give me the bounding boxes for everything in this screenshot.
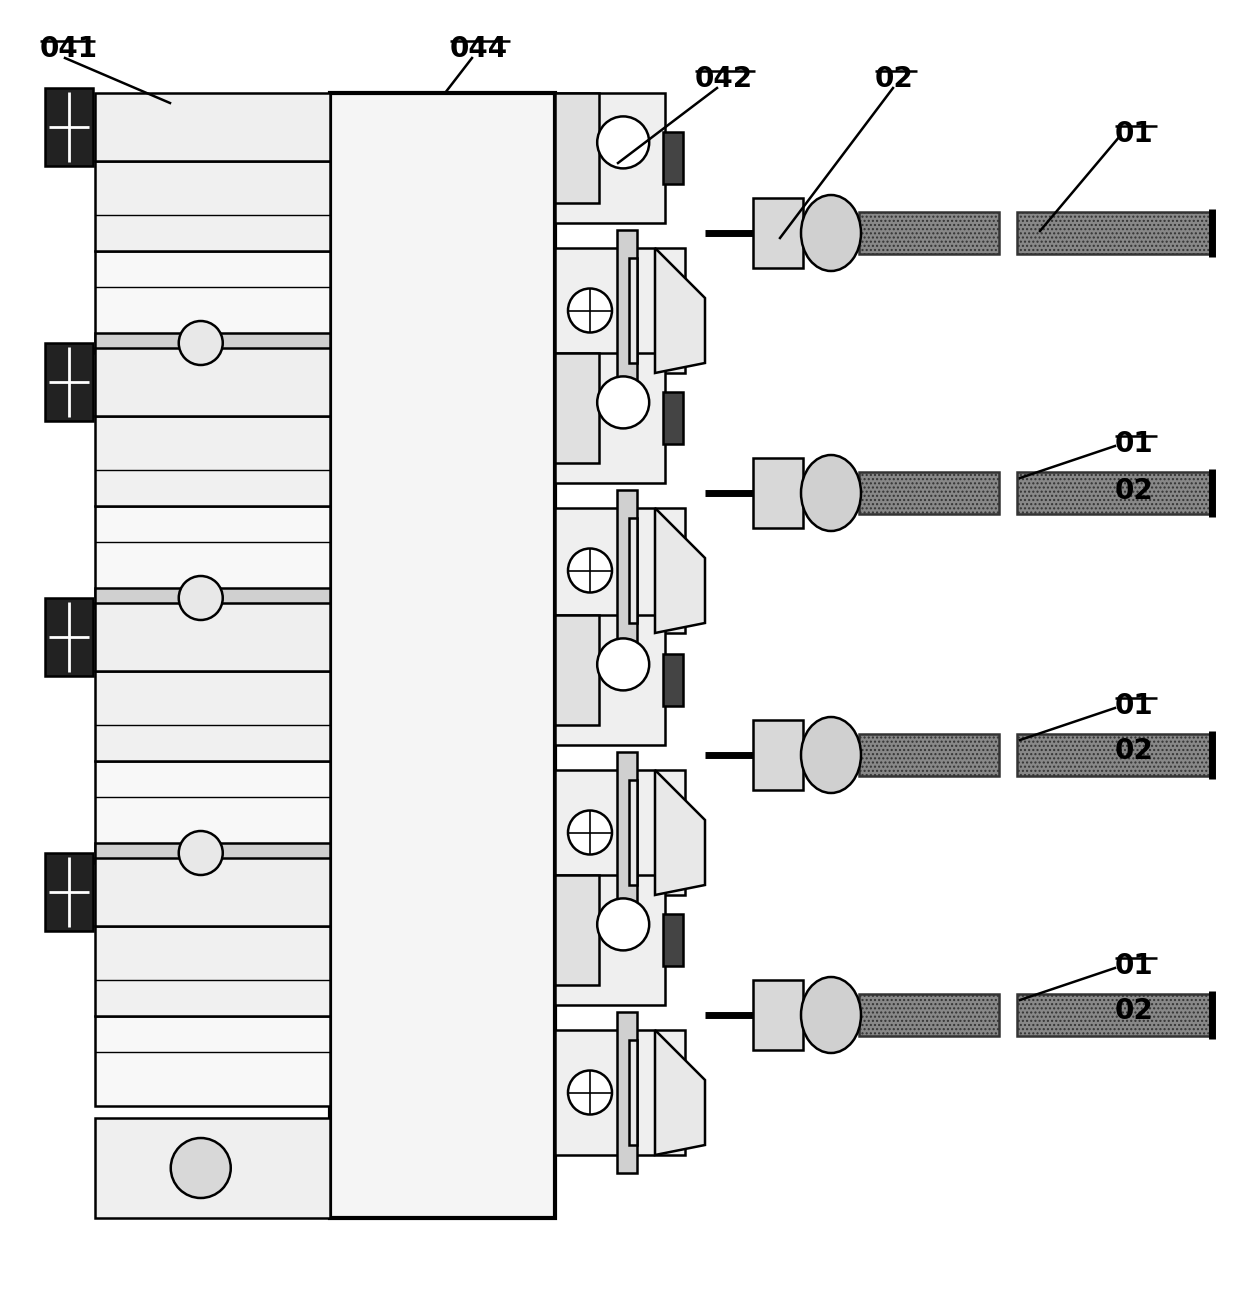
Bar (95, 926, 330, 1016)
Bar (629, 257, 637, 362)
Bar (663, 133, 683, 184)
Bar (859, 734, 999, 776)
Circle shape (568, 1070, 613, 1115)
Bar (95, 857, 330, 926)
Bar (95, 334, 330, 353)
Bar (95, 603, 330, 671)
Bar (859, 471, 999, 513)
Bar (95, 416, 330, 506)
Bar (629, 1040, 637, 1145)
Bar (95, 251, 330, 341)
Bar (753, 720, 804, 790)
Bar (556, 614, 599, 725)
Circle shape (171, 1138, 231, 1197)
Bar (753, 198, 804, 268)
Bar (753, 458, 804, 528)
Bar (556, 508, 684, 633)
Bar (1017, 734, 1211, 776)
Bar (618, 230, 637, 391)
Bar (45, 88, 93, 165)
Bar (556, 93, 599, 204)
Polygon shape (655, 1029, 706, 1155)
Bar (95, 161, 330, 251)
Text: 02: 02 (1115, 477, 1153, 506)
Bar (95, 588, 330, 608)
Text: 02: 02 (875, 66, 914, 93)
Text: 041: 041 (40, 35, 98, 63)
Ellipse shape (801, 977, 861, 1053)
Bar (95, 1117, 330, 1218)
Circle shape (568, 549, 613, 592)
Text: 02: 02 (1115, 737, 1153, 765)
Circle shape (179, 320, 223, 365)
Circle shape (598, 638, 650, 691)
Bar (95, 348, 330, 416)
Bar (618, 490, 637, 651)
Text: 01: 01 (1115, 119, 1153, 148)
Bar (186, 334, 216, 353)
Text: 044: 044 (450, 35, 508, 63)
Circle shape (568, 289, 613, 332)
Bar (663, 654, 683, 706)
Bar (95, 1016, 330, 1106)
Bar (95, 843, 330, 863)
Ellipse shape (801, 456, 861, 530)
Text: 02: 02 (1115, 997, 1153, 1025)
Circle shape (598, 898, 650, 951)
Bar (753, 979, 804, 1050)
Polygon shape (655, 248, 706, 373)
Polygon shape (655, 769, 706, 895)
Bar (629, 780, 637, 885)
Bar (859, 211, 999, 253)
Bar (556, 353, 665, 483)
Bar (45, 343, 93, 421)
Bar (663, 393, 683, 444)
Bar (45, 597, 93, 676)
Bar (1017, 471, 1211, 513)
Text: 01: 01 (1115, 692, 1153, 720)
Bar (556, 769, 684, 895)
Ellipse shape (801, 196, 861, 270)
Bar (556, 353, 599, 463)
Text: 042: 042 (694, 66, 753, 93)
Bar (629, 519, 637, 622)
Text: 01: 01 (1115, 952, 1153, 979)
Ellipse shape (801, 717, 861, 793)
Bar (859, 994, 999, 1036)
Circle shape (568, 810, 613, 855)
Bar (556, 614, 665, 744)
Polygon shape (655, 508, 706, 633)
Bar (618, 752, 637, 913)
Text: 01: 01 (1115, 429, 1153, 458)
Bar (95, 506, 330, 596)
Bar (330, 93, 556, 1218)
Bar (556, 874, 665, 1004)
Bar (1017, 994, 1211, 1036)
Circle shape (598, 377, 650, 428)
Bar (556, 93, 665, 223)
Bar (95, 93, 330, 161)
Bar (1017, 211, 1211, 253)
Bar (95, 762, 330, 851)
Circle shape (179, 576, 223, 620)
Bar (663, 914, 683, 966)
Bar (45, 853, 93, 931)
Bar (618, 1012, 637, 1173)
Bar (186, 843, 216, 863)
Bar (556, 874, 599, 985)
Bar (556, 248, 684, 373)
Circle shape (598, 117, 650, 168)
Circle shape (179, 831, 223, 874)
Bar (556, 1029, 684, 1155)
Bar (95, 671, 330, 762)
Bar (186, 588, 216, 608)
